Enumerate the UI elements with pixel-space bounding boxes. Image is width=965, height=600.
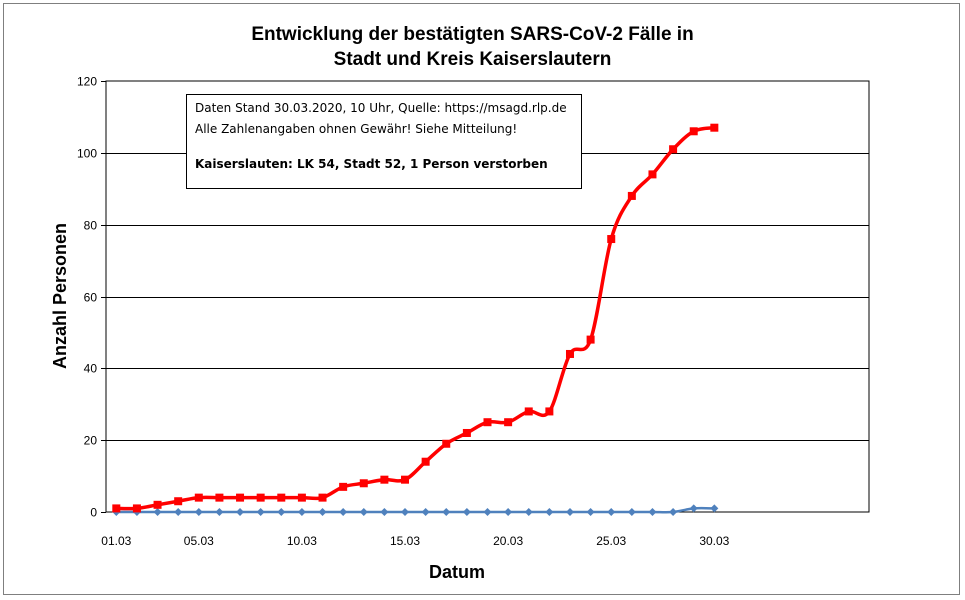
y-tick-label: 60 xyxy=(84,291,98,305)
series-1 xyxy=(112,504,719,516)
y-tick-label: 80 xyxy=(84,219,98,233)
x-tick-label: 20.03 xyxy=(493,534,523,548)
data-point xyxy=(689,127,698,136)
data-point xyxy=(153,508,162,516)
chart-title: Entwicklung der bestätigten SARS-CoV-2 F… xyxy=(0,22,945,72)
annotation-box: Daten Stand 30.03.2020, 10 Uhr, Quelle: … xyxy=(186,94,582,189)
y-tick-label: 100 xyxy=(77,147,97,161)
y-tick-label: 120 xyxy=(77,75,97,89)
data-point xyxy=(339,482,348,491)
axis-labels: Datum Anzahl Personen xyxy=(50,223,485,582)
data-point xyxy=(607,508,616,516)
data-point xyxy=(442,439,451,448)
data-point xyxy=(504,508,513,516)
data-point xyxy=(359,479,368,488)
annotation-frame xyxy=(186,94,582,189)
data-point xyxy=(297,493,306,502)
annotation-line-3: Kaiserslauten: LK 54, Stadt 52, 1 Person… xyxy=(195,157,548,171)
data-point xyxy=(236,493,245,502)
data-point xyxy=(174,497,183,506)
data-point xyxy=(256,493,265,502)
data-point xyxy=(401,475,410,484)
y-axis-label: Anzahl Personen xyxy=(50,223,70,369)
data-point xyxy=(524,407,533,416)
data-point xyxy=(112,504,121,513)
data-point xyxy=(669,145,678,154)
data-point xyxy=(462,508,471,516)
data-point xyxy=(194,493,203,502)
data-point xyxy=(648,170,657,179)
y-tick-label: 40 xyxy=(84,362,98,376)
data-point xyxy=(215,508,224,516)
data-point xyxy=(215,493,224,502)
annotation-line-0: Daten Stand 30.03.2020, 10 Uhr, Quelle: … xyxy=(195,101,567,115)
data-point xyxy=(545,407,554,416)
data-point xyxy=(565,349,574,358)
data-point xyxy=(380,508,389,516)
chart-title-line-2: Stadt und Kreis Kaiserslautern xyxy=(333,49,612,70)
data-point xyxy=(401,508,410,516)
series-0 xyxy=(112,123,719,513)
data-point xyxy=(545,508,554,516)
data-point xyxy=(483,418,492,427)
x-tick-label: 25.03 xyxy=(596,534,626,548)
data-point xyxy=(277,493,286,502)
data-point xyxy=(689,504,698,513)
data-point xyxy=(318,508,327,516)
data-point xyxy=(442,508,451,516)
data-point xyxy=(132,504,141,513)
data-point xyxy=(380,475,389,484)
y-tick-label: 20 xyxy=(84,434,98,448)
data-point xyxy=(627,191,636,200)
data-point xyxy=(483,508,492,516)
data-point xyxy=(710,123,719,132)
data-point xyxy=(648,508,657,516)
data-point xyxy=(710,504,719,513)
data-point xyxy=(421,508,430,516)
data-point xyxy=(339,508,348,516)
x-tick-label: 10.03 xyxy=(287,534,317,548)
y-tick-label: 0 xyxy=(90,506,97,520)
data-point xyxy=(504,418,513,427)
x-axis-label: Datum xyxy=(429,562,485,582)
data-point xyxy=(462,428,471,437)
data-point xyxy=(586,335,595,344)
data-point xyxy=(153,500,162,509)
series xyxy=(112,123,719,516)
data-point xyxy=(256,508,265,516)
data-point xyxy=(565,508,574,516)
data-point xyxy=(236,508,245,516)
data-point xyxy=(359,508,368,516)
data-point xyxy=(524,508,533,516)
axes: 0 20 40 60 80 100 120 01.03 05.03 10.03 15.03 20.03… xyxy=(77,75,730,549)
data-point xyxy=(194,508,203,516)
data-point xyxy=(627,508,636,516)
x-tick-label: 30.03 xyxy=(699,534,729,548)
data-point xyxy=(586,508,595,516)
data-point xyxy=(669,508,678,516)
data-point xyxy=(297,508,306,516)
data-point xyxy=(277,508,286,516)
chart-title-line-1: Entwicklung der bestätigten SARS-CoV-2 F… xyxy=(251,24,694,45)
data-point xyxy=(421,457,430,466)
data-point xyxy=(174,508,183,516)
x-tick-label: 15.03 xyxy=(390,534,420,548)
x-tick-label: 01.03 xyxy=(101,534,131,548)
annotation-line-1: Alle Zahlenangaben ohnen Gewähr! Siehe M… xyxy=(195,122,517,136)
data-point xyxy=(318,493,327,502)
series-line xyxy=(116,506,715,514)
data-point xyxy=(607,235,616,244)
x-tick-label: 05.03 xyxy=(184,534,214,548)
